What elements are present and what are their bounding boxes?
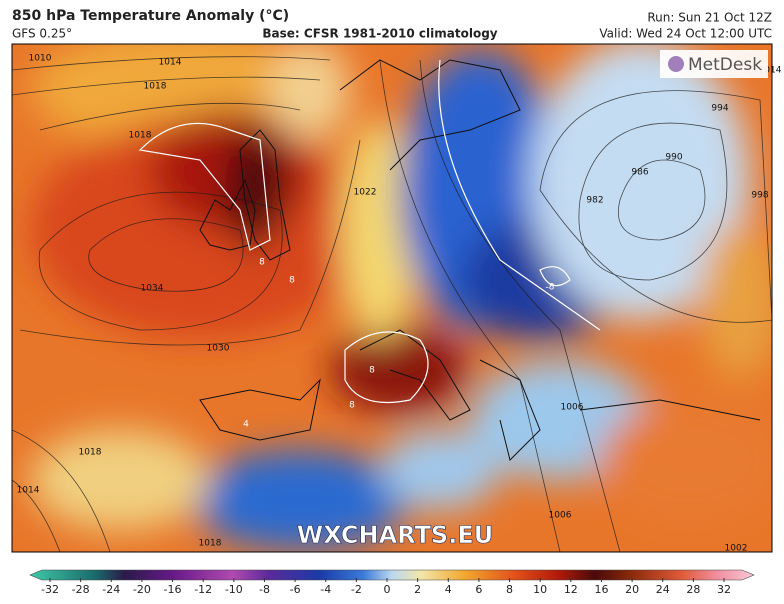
isobar-label: 1014 (159, 58, 182, 68)
colorbar-tick-label: -20 (133, 583, 151, 596)
colorbar-tick-label: 6 (475, 583, 482, 596)
isobar-label: 1034 (141, 284, 164, 294)
colorbar-tick-label: -32 (41, 583, 59, 596)
isobar-label: 1002 (725, 544, 748, 554)
colorbar-tick-label: -2 (351, 583, 362, 596)
valid: Valid: Wed 24 Oct 12:00 UTC (599, 27, 772, 41)
anomaly-label: -8 (546, 283, 555, 293)
colorbar-tick-label: -28 (72, 583, 90, 596)
isobar-label: 982 (586, 196, 603, 206)
isobar-label: 1018 (79, 448, 102, 458)
isobar-label: 986 (631, 168, 648, 178)
anomaly-label: 8 (369, 366, 375, 376)
anomaly-label: 8 (289, 276, 295, 286)
isobar-label: 1018 (129, 131, 152, 141)
colorbar-tick-label: 8 (506, 583, 513, 596)
isobar-label: 1018 (144, 82, 167, 92)
isobar-label: 1010 (29, 54, 52, 64)
colorbar-tick-label: 32 (717, 583, 731, 596)
logo-icon (668, 56, 684, 72)
title: 850 hPa Temperature Anomaly (°C) (12, 8, 289, 24)
colorbar-tick-label: 24 (656, 583, 670, 596)
base: Base: CFSR 1981-2010 climatology (262, 27, 497, 41)
colorbar-tick-label: 2 (414, 583, 421, 596)
colorbar (29, 569, 755, 581)
run: Run: Sun 21 Oct 12Z (647, 11, 772, 25)
isobar-label: 990 (665, 153, 682, 163)
colorbar-tick-label: 16 (594, 583, 608, 596)
colorbar-tick-label: 10 (533, 583, 547, 596)
isobar-label: 994 (711, 104, 728, 114)
anomaly-label: 8 (259, 258, 265, 268)
logo: MetDesk (688, 55, 762, 75)
colorbar-tick-label: 0 (384, 583, 391, 596)
colorbar-tick-label: 4 (445, 583, 452, 596)
isobar-label: 1022 (354, 188, 377, 198)
colorbar-tick-label: -6 (290, 583, 301, 596)
anomaly-label: 4 (243, 420, 249, 430)
anomaly-label: 8 (349, 401, 355, 411)
map-frame (11, 43, 773, 553)
isobar-label: 998 (751, 191, 768, 201)
isobar-label: 1014 (759, 66, 782, 76)
isobar-label: 1014 (17, 486, 40, 496)
colorbar-tick-label: -10 (225, 583, 243, 596)
colorbar-tick-label: -24 (102, 583, 120, 596)
colorbar-tick-label: 28 (686, 583, 700, 596)
isobar-label: 1006 (549, 511, 572, 521)
watermark: WXCHARTS.EU (297, 521, 493, 549)
colorbar-tick-label: 12 (564, 583, 578, 596)
colorbar-tick-label: 20 (625, 583, 639, 596)
colorbar-tick-label: -8 (259, 583, 270, 596)
colorbar-tick-label: -4 (320, 583, 331, 596)
map (12, 44, 772, 552)
model: GFS 0.25° (12, 27, 72, 41)
colorbar-tick-label: -16 (164, 583, 182, 596)
isobar-label: 1018 (199, 539, 222, 549)
colorbar-tick-label: -12 (194, 583, 212, 596)
isobar-label: 1006 (561, 403, 584, 413)
isobar-label: 1030 (207, 344, 230, 354)
